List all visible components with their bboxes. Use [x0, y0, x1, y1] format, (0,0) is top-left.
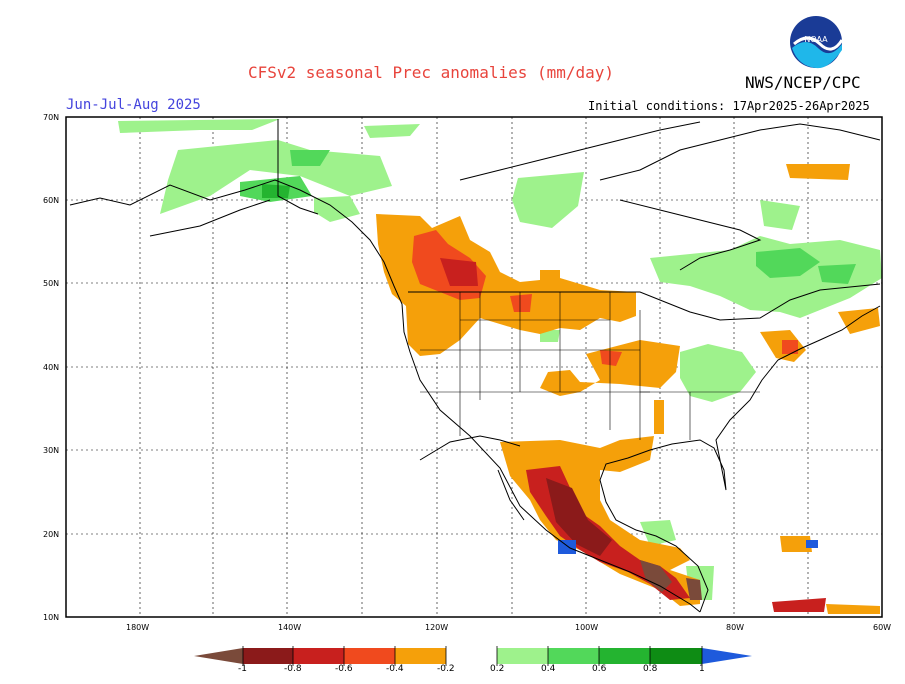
lon-label-140w: 140W: [278, 623, 302, 632]
colorbar-label-0.8: 0.8: [643, 664, 658, 674]
colorbar-label-1: 1: [699, 664, 705, 674]
lat-label-30n: 30N: [43, 446, 60, 455]
lat-label-40n: 40N: [43, 363, 60, 372]
state-borders: [420, 292, 760, 440]
initial-conditions-label: Initial conditions: 17Apr2025-26Apr2025: [588, 99, 870, 113]
agency-label: NWS/NCEP/CPC: [745, 73, 861, 92]
lat-label-20n: 20N: [43, 530, 60, 539]
map-title: CFSv2 seasonal Prec anomalies (mm/day): [248, 63, 615, 82]
lon-label-120w: 120W: [425, 623, 449, 632]
lat-label-70n: 70N: [43, 113, 60, 122]
lat-label-10n: 10N: [43, 613, 60, 622]
colorbar-label-neg0.4: -0.4: [386, 664, 404, 674]
lon-label-100w: 100W: [575, 623, 599, 632]
colorbar-label-neg1: -1: [238, 664, 247, 674]
lon-label-60w: 60W: [873, 623, 892, 632]
map-panel: [65, 116, 883, 618]
noaa-logo: NOAA: [788, 14, 848, 76]
lat-label-60n: 60N: [43, 196, 60, 205]
colorbar-label-neg0.6: -0.6: [335, 664, 353, 674]
colorbar-label-neg0.2: -0.2: [437, 664, 455, 674]
logo-text: NOAA: [804, 35, 828, 44]
colorbar-label-neg0.8: -0.8: [284, 664, 302, 674]
lat-label-50n: 50N: [43, 279, 60, 288]
lon-label-180w: 180W: [126, 623, 150, 632]
lon-label-80w: 80W: [726, 623, 745, 632]
colorbar-label-0.6: 0.6: [592, 664, 607, 674]
colorbar: [194, 646, 752, 666]
colorbar-label-0.4: 0.4: [541, 664, 556, 674]
colorbar-label-0.2: 0.2: [490, 664, 505, 674]
coastlines: [69, 119, 881, 613]
dry-anomaly-regions: [376, 164, 880, 614]
season-label: Jun-Jul-Aug 2025: [66, 97, 201, 113]
